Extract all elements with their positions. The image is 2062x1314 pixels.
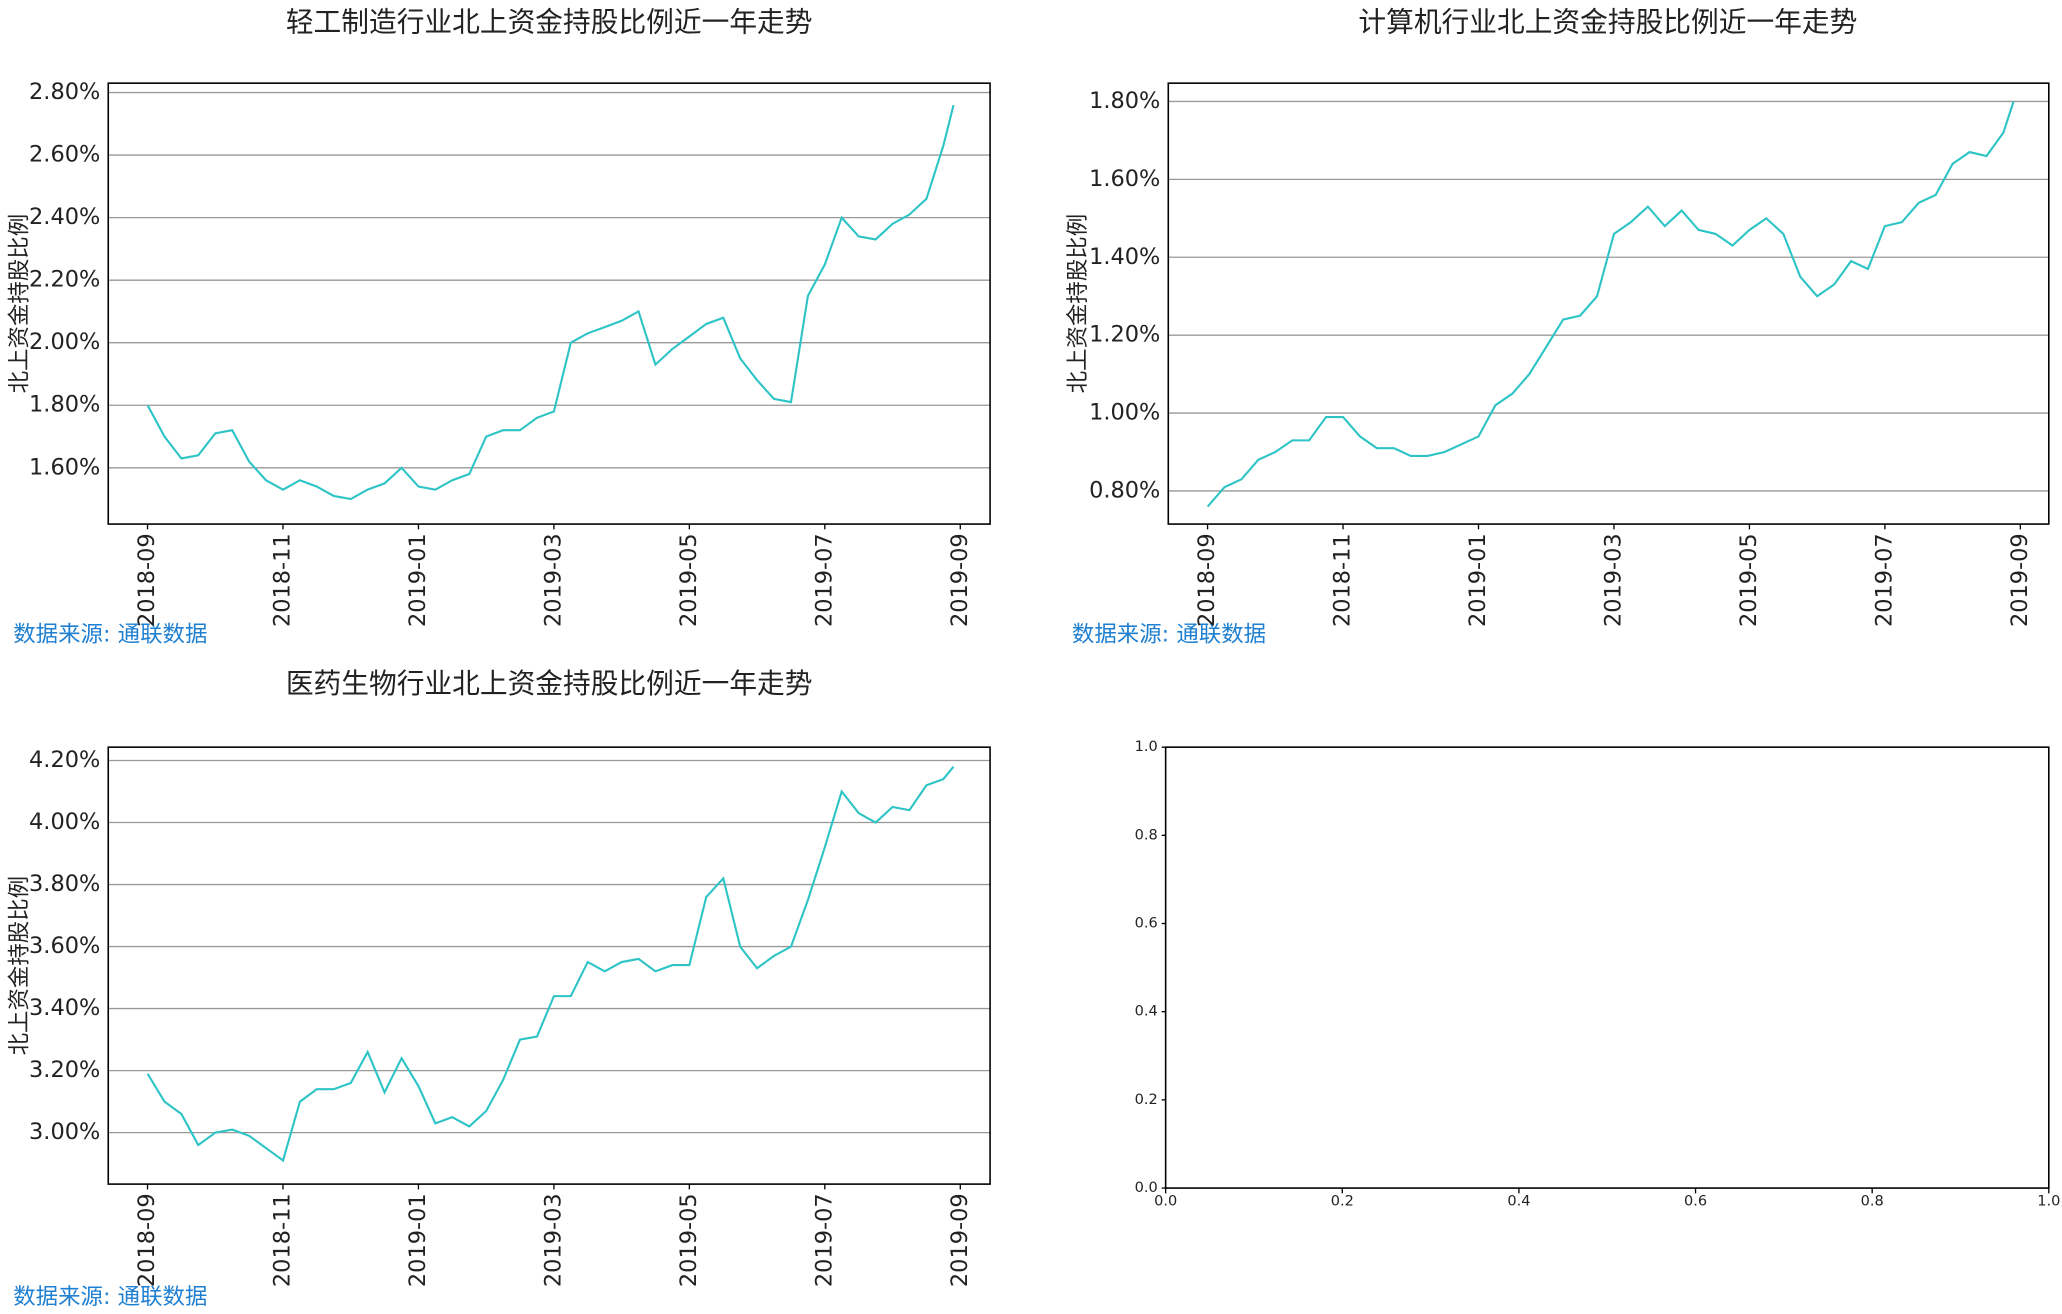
x-tick-label: 2019-07 <box>1871 533 1897 627</box>
y-tick-label: 1.80% <box>1089 88 1160 114</box>
plot-frame <box>1164 746 2050 1189</box>
y-tick-label: 3.60% <box>29 933 100 959</box>
y-tick-label: 1.80% <box>29 392 100 418</box>
plot-frame <box>1167 82 2050 525</box>
y-axis-label: 北上资金持股比例 <box>1065 214 1091 394</box>
x-tick-label: 2019-09 <box>947 533 973 627</box>
y-tick-label: 4.00% <box>29 809 100 835</box>
source-note: 数据来源: 通联数据 <box>1072 621 1266 647</box>
x-tick-label: 0.6 <box>1684 1193 1707 1209</box>
data-line <box>146 104 955 501</box>
plot-frame <box>107 746 991 1185</box>
y-tick-label: 0.0 <box>1135 1180 1158 1196</box>
source-note: 数据来源: 通联数据 <box>13 1284 207 1310</box>
x-tick-label: 1.0 <box>2037 1193 2060 1209</box>
y-tick-label: 1.00% <box>1089 400 1160 426</box>
y-tick-label: 2.20% <box>29 267 100 293</box>
y-tick-label: 1.20% <box>1089 322 1160 348</box>
source-note: 数据来源: 通联数据 <box>13 621 207 647</box>
x-tick-label: 2018-09 <box>1194 533 1220 627</box>
x-tick-label: 2019-05 <box>676 533 702 627</box>
x-tick-label: 2018-11 <box>269 1193 295 1287</box>
x-tick-label: 2019-07 <box>811 1193 837 1287</box>
y-tick-label: 1.60% <box>29 454 100 480</box>
y-tick-label: 3.40% <box>29 995 100 1021</box>
data-line <box>1206 101 2015 508</box>
y-tick-label: 2.00% <box>29 329 100 355</box>
x-tick-label: 2019-03 <box>540 533 566 627</box>
x-tick-label: 2019-05 <box>1736 533 1762 627</box>
x-tick-label: 2019-03 <box>1600 533 1626 627</box>
x-tick-label: 2019-01 <box>1465 533 1491 627</box>
y-tick-label: 3.00% <box>29 1119 100 1145</box>
y-tick-label: 3.80% <box>29 871 100 897</box>
y-tick-label: 1.0 <box>1135 739 1158 755</box>
x-tick-label: 2019-05 <box>676 1193 702 1287</box>
x-tick-label: 2018-09 <box>134 1193 160 1287</box>
y-tick-label: 2.80% <box>29 79 100 105</box>
chart-title: 计算机行业北上资金持股比例近一年走势 <box>1358 6 1857 39</box>
x-tick-label: 2019-01 <box>405 533 431 627</box>
y-axis-label: 北上资金持股比例 <box>6 876 32 1056</box>
y-tick-label: 0.8 <box>1135 827 1158 843</box>
x-tick-label: 2019-09 <box>947 1193 973 1287</box>
x-tick-label: 0.2 <box>1331 1193 1354 1209</box>
plot-frame <box>107 82 991 525</box>
y-tick-label: 1.40% <box>1089 244 1160 270</box>
y-tick-label: 0.4 <box>1135 1004 1158 1020</box>
x-tick-label: 0.8 <box>1861 1193 1884 1209</box>
y-tick-label: 2.60% <box>29 142 100 168</box>
chart-title: 医药生物行业北上资金持股比例近一年走势 <box>286 667 813 700</box>
y-tick-label: 0.2 <box>1135 1092 1158 1108</box>
y-tick-label: 2.40% <box>29 204 100 230</box>
x-tick-label: 2019-09 <box>2007 533 2033 627</box>
x-tick-label: 0.4 <box>1507 1193 1530 1209</box>
y-tick-label: 3.20% <box>29 1057 100 1083</box>
y-tick-label: 0.80% <box>1089 477 1160 503</box>
y-tick-label: 0.6 <box>1135 916 1158 932</box>
x-tick-label: 2019-07 <box>811 533 837 627</box>
y-tick-label: 4.20% <box>29 747 100 773</box>
x-tick-label: 0.0 <box>1154 1193 1177 1209</box>
x-tick-label: 2018-11 <box>1330 533 1356 627</box>
y-tick-label: 1.60% <box>1089 166 1160 192</box>
data-line <box>146 766 955 1163</box>
x-tick-label: 2019-03 <box>540 1193 566 1287</box>
chart-title: 轻工制造行业北上资金持股比例近一年走势 <box>286 6 813 39</box>
x-tick-label: 2018-11 <box>269 533 295 627</box>
y-axis-label: 北上资金持股比例 <box>6 214 32 394</box>
x-tick-label: 2019-01 <box>405 1193 431 1287</box>
x-tick-label: 2018-09 <box>134 533 160 627</box>
